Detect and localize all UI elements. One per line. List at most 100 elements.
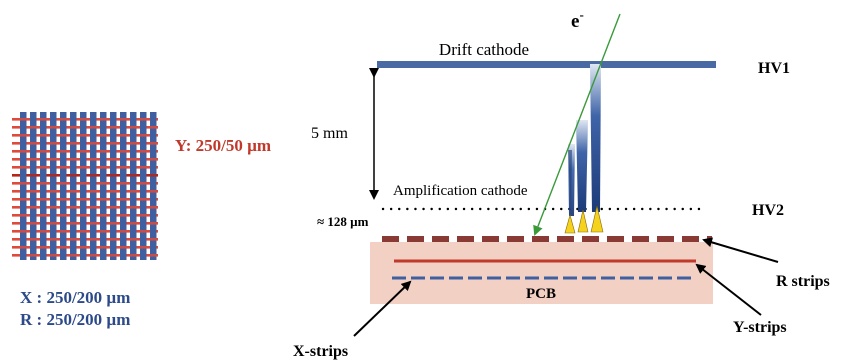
weave-cross [150,222,157,225]
x-strip [90,112,97,260]
weave-cross [50,254,57,257]
weave-cross [30,142,37,145]
hv1-label: HV1 [758,60,790,77]
weave-cross [50,238,57,241]
weave-cross [130,222,137,225]
weave-cross [20,118,27,121]
weave-cross [60,214,67,217]
x-strip [110,112,117,260]
weave-cross [100,182,107,185]
gap-label: 5 mm [311,125,348,142]
weave-cross [50,174,57,177]
r-strip-pitch-label: R : 250/200 µm [20,310,130,329]
weave-cross [40,198,47,201]
weave-cross [30,238,37,241]
weave-cross [120,198,127,201]
weave-cross [140,118,147,121]
weave-cross [40,150,47,153]
x-strip [60,112,67,260]
weave-cross [20,166,27,169]
pcb-label: PCB [526,286,556,302]
weave-cross [120,150,127,153]
weave-cross [150,158,157,161]
weave-cross [30,174,37,177]
weave-cross [50,222,57,225]
weave-cross [70,158,77,161]
weave-cross [50,126,57,129]
weave-cross [110,254,117,257]
avalanche-cone-3 [590,64,601,212]
weave-cross [40,134,47,137]
weave-cross [120,246,127,249]
weave-cross [30,222,37,225]
weave-cross [60,166,67,169]
drift-cathode-bar [377,61,716,68]
weave-cross [80,246,87,249]
weave-cross [110,238,117,241]
weave-cross [70,222,77,225]
weave-cross [130,142,137,145]
x-strip-pitch-label: X : 250/200 µm [20,288,130,307]
weave-cross [20,230,27,233]
weave-cross [110,174,117,177]
avalanches [564,64,604,234]
weave-cross [140,214,147,217]
weave-cross [120,214,127,217]
weave-cross [150,190,157,193]
weave-cross [40,230,47,233]
weave-cross [150,142,157,145]
weave-cross [130,206,137,209]
weave-cross [130,174,137,177]
x-strip [150,112,157,260]
weave-cross [110,142,117,145]
weave-cross [120,134,127,137]
y-strips-arrow [695,263,762,316]
x-strip [30,112,37,260]
weave-cross [140,134,147,137]
weave-cross [150,174,157,177]
strip-grid [12,112,158,260]
weave-cross [70,238,77,241]
weave-cross [20,182,27,185]
weave-cross [70,126,77,129]
weave-cross [140,198,147,201]
x-strip [140,112,147,260]
weave-cross [30,206,37,209]
weave-cross [90,142,97,145]
electron-track [533,13,621,236]
weave-cross [20,198,27,201]
weave-cross [120,230,127,233]
weave-cross [50,190,57,193]
electron-label: e- [571,7,584,32]
weave-cross [50,158,57,161]
weave-cross [80,118,87,121]
weave-cross [90,190,97,193]
weave-cross [30,126,37,129]
weave-cross [100,230,107,233]
weave-cross [130,238,137,241]
weave-cross [100,214,107,217]
avalanche-tip-2 [577,209,589,233]
drift-cathode-label: Drift cathode [439,40,529,59]
weave-cross [110,206,117,209]
weave-cross [40,214,47,217]
weave-cross [80,150,87,153]
weave-cross [130,190,137,193]
x-strip [120,112,127,260]
weave-cross [40,182,47,185]
weave-cross [80,134,87,137]
x-strips-label: X-strips [293,343,348,360]
weave-cross [60,150,67,153]
weave-cross [70,254,77,257]
y-strips-label: Y-strips [733,319,787,336]
weave-cross [90,238,97,241]
weave-cross [60,198,67,201]
avalanche-cone-2 [576,120,588,212]
weave-cross [110,190,117,193]
weave-cross [140,246,147,249]
weave-cross [20,134,27,137]
weave-cross [100,118,107,121]
weave-cross [70,190,77,193]
weave-cross [80,214,87,217]
